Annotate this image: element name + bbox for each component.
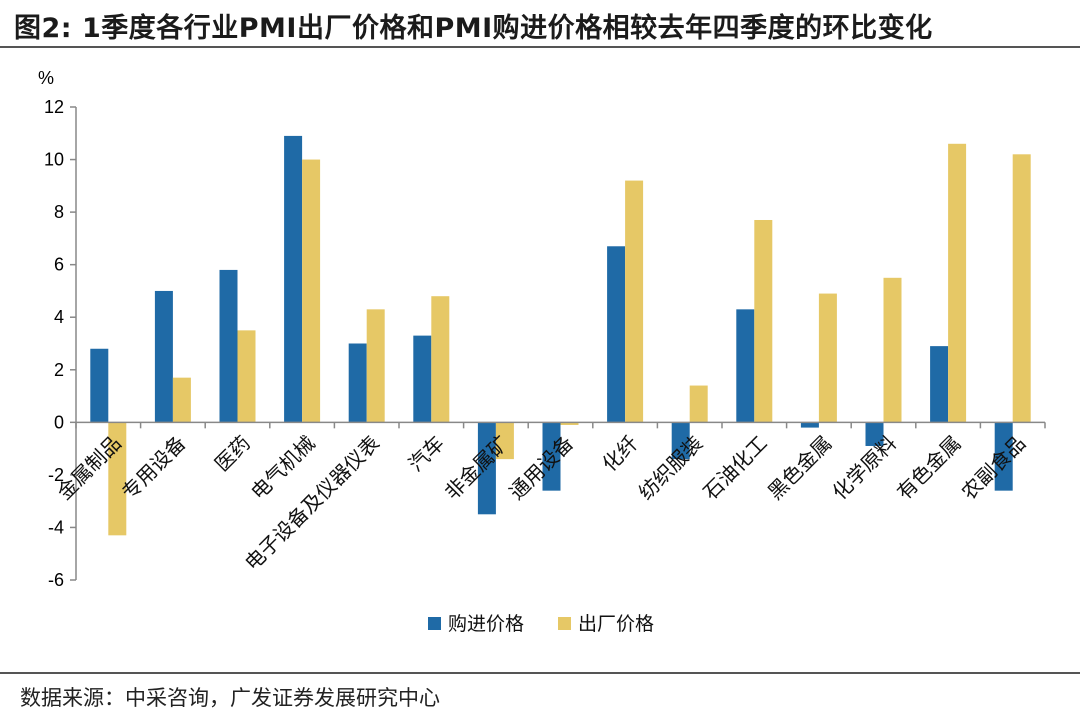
- bar-purchase: [154, 290, 173, 423]
- y-axis: -6 -4 -2 0 2 4 6 8 10 12%: [38, 68, 77, 590]
- chart-title: 图2: 1季度各行业PMI出厂价格和PMI购进价格相较去年四季度的环比变化: [14, 13, 933, 44]
- category-label: 黑色金属: [763, 431, 837, 505]
- category-label: 专用设备: [117, 431, 191, 505]
- title-divider: [0, 46, 1080, 48]
- bar-output: [495, 422, 514, 460]
- bar-purchase: [736, 309, 755, 423]
- y-tick-label: 2: [54, 360, 64, 380]
- bar-output: [625, 180, 644, 423]
- bar-purchase: [284, 135, 303, 423]
- y-axis-label: %: [38, 68, 54, 88]
- bar-output: [883, 277, 902, 423]
- bars: [90, 135, 1031, 536]
- bar-output: [366, 309, 385, 423]
- category-label: 石油化工: [698, 431, 772, 505]
- bar-output: [172, 377, 191, 423]
- bar-purchase: [994, 422, 1013, 491]
- bar-output: [948, 143, 967, 423]
- bar-output: [689, 385, 708, 423]
- legend: 购进价格 出厂价格: [428, 613, 654, 635]
- x-axis: [75, 421, 1046, 429]
- bar-output: [818, 293, 837, 423]
- bar-purchase: [477, 422, 496, 515]
- bar-output: [754, 219, 773, 423]
- bar-purchase: [348, 343, 367, 423]
- y-tick-label: -4: [48, 517, 64, 537]
- y-tick-label: 0: [54, 412, 64, 432]
- source-divider: [0, 672, 1080, 674]
- bar-output: [431, 296, 450, 423]
- bar-purchase: [90, 348, 109, 423]
- bar-output: [302, 159, 321, 423]
- category-label: 有色金属: [892, 431, 966, 505]
- bar-purchase: [219, 269, 238, 423]
- y-tick-label: 8: [54, 202, 64, 222]
- category-label: 化纤: [597, 431, 642, 476]
- bar-output: [560, 422, 579, 425]
- bar-output: [237, 330, 256, 423]
- legend-swatch: [428, 617, 441, 630]
- category-label: 汽车: [404, 431, 449, 476]
- category-label: 纺织服装: [634, 431, 708, 505]
- bar-output: [108, 422, 127, 536]
- y-tick-label: 6: [54, 255, 64, 275]
- category-label: 非金属矿: [440, 431, 514, 505]
- category-label: 化学原料: [827, 431, 901, 505]
- y-tick-label: -6: [48, 570, 64, 590]
- bar-purchase: [607, 246, 626, 423]
- y-tick-label: -2: [48, 465, 64, 485]
- bar-purchase: [800, 422, 819, 428]
- legend-label: 购进价格: [448, 613, 524, 635]
- bar-purchase: [930, 346, 949, 423]
- source-note: 数据来源：中采咨询，广发证券发展研究中心: [20, 686, 440, 710]
- y-tick-label: 10: [44, 150, 64, 170]
- category-label: 医药: [210, 431, 255, 476]
- bar-output: [1012, 154, 1031, 423]
- bar-purchase: [865, 422, 884, 446]
- legend-swatch: [558, 617, 571, 630]
- bar-purchase: [671, 422, 690, 460]
- bar-purchase: [413, 335, 432, 423]
- category-label: 农副食品: [957, 431, 1031, 505]
- legend-label: 出厂价格: [578, 613, 654, 635]
- category-label: 通用设备: [504, 431, 578, 505]
- y-tick-label: 12: [44, 97, 64, 117]
- y-tick-label: 4: [54, 307, 64, 327]
- bar-purchase: [542, 422, 561, 491]
